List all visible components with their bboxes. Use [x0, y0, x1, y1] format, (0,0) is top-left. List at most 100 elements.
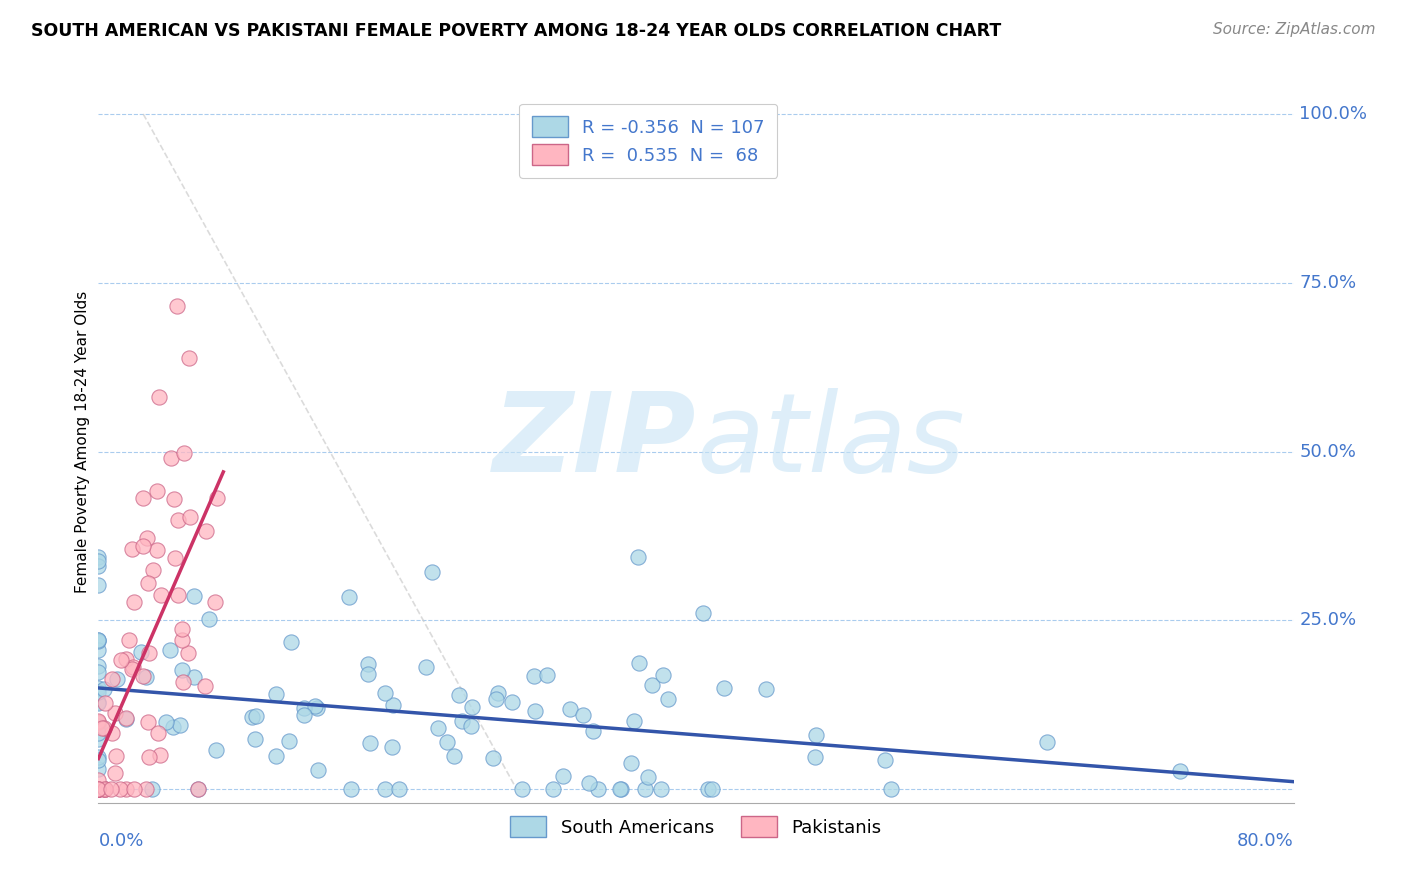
Point [87, 714, 110, 728]
Point [512, 782, 534, 797]
Point [240, 710, 263, 724]
Point [207, 491, 229, 506]
Point [357, 657, 380, 671]
Point [114, 651, 136, 665]
Point [374, 685, 396, 699]
Point [179, 510, 201, 524]
Point [87, 782, 110, 797]
Point [101, 672, 124, 686]
Point [107, 672, 129, 686]
Point [482, 751, 505, 765]
Point [118, 632, 141, 647]
Point [104, 766, 127, 780]
Point [115, 712, 138, 726]
Text: 50.0%: 50.0% [1299, 442, 1357, 460]
Point [136, 714, 159, 729]
Point [87, 643, 110, 657]
Point [620, 756, 643, 770]
Point [195, 524, 218, 539]
Point [100, 726, 122, 740]
Point [105, 749, 128, 764]
Point [110, 653, 132, 667]
Point [121, 542, 143, 557]
Text: 0.0%: 0.0% [98, 831, 143, 850]
Point [357, 667, 380, 681]
Point [609, 782, 631, 797]
Point [87, 681, 110, 695]
Point [87, 658, 110, 673]
Point [94, 696, 117, 710]
Point [700, 782, 723, 797]
Point [87, 749, 110, 764]
Point [187, 782, 209, 797]
Point [121, 662, 143, 676]
Point [292, 708, 315, 723]
Point [87, 731, 110, 746]
Point [142, 563, 165, 577]
Point [337, 590, 360, 604]
Point [149, 747, 172, 762]
Point [87, 665, 110, 680]
Point [245, 708, 267, 723]
Point [650, 782, 672, 797]
Point [634, 782, 657, 797]
Point [91, 721, 114, 735]
Point [623, 714, 645, 729]
Point [150, 588, 173, 602]
Point [713, 681, 735, 696]
Point [553, 769, 575, 783]
Legend: South Americans, Pakistanis: South Americans, Pakistanis [503, 809, 889, 845]
Point [170, 622, 193, 636]
Point [264, 687, 287, 701]
Point [523, 669, 546, 683]
Point [162, 720, 184, 734]
Point [578, 776, 600, 790]
Point [460, 719, 482, 733]
Point [87, 753, 110, 767]
Point [87, 726, 110, 740]
Point [173, 446, 195, 460]
Point [167, 513, 190, 527]
Point [141, 782, 163, 797]
Point [136, 576, 159, 591]
Point [307, 763, 329, 777]
Point [87, 773, 110, 788]
Point [572, 707, 595, 722]
Point [451, 714, 474, 728]
Point [87, 558, 110, 573]
Text: Source: ZipAtlas.com: Source: ZipAtlas.com [1212, 22, 1375, 37]
Point [122, 595, 145, 609]
Y-axis label: Female Poverty Among 18-24 Year Olds: Female Poverty Among 18-24 Year Olds [75, 291, 90, 592]
Point [87, 762, 110, 776]
Point [243, 731, 266, 746]
Point [264, 748, 287, 763]
Point [436, 734, 458, 748]
Point [305, 701, 328, 715]
Point [875, 753, 897, 767]
Point [87, 685, 110, 699]
Point [420, 565, 443, 579]
Point [170, 664, 193, 678]
Point [169, 718, 191, 732]
Point [87, 782, 110, 797]
Point [93, 721, 115, 735]
Point [94, 782, 117, 797]
Point [132, 491, 155, 505]
Point [87, 719, 110, 733]
Point [183, 590, 205, 604]
Text: 75.0%: 75.0% [1299, 274, 1357, 292]
Point [278, 733, 301, 747]
Text: ZIP: ZIP [492, 388, 696, 495]
Point [609, 782, 631, 797]
Point [87, 550, 110, 565]
Point [427, 721, 450, 735]
Point [486, 685, 509, 699]
Point [461, 700, 484, 714]
Point [755, 682, 778, 697]
Point [485, 692, 508, 706]
Point [114, 711, 136, 725]
Point [159, 642, 181, 657]
Point [87, 632, 110, 647]
Point [628, 656, 651, 670]
Point [110, 782, 132, 797]
